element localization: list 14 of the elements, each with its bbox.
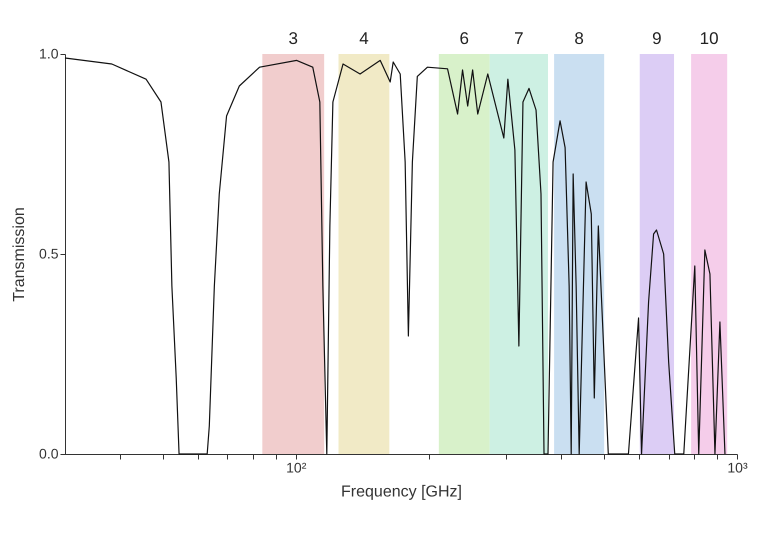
- y-tick-label: 0.5: [39, 246, 59, 262]
- band-label: 10: [700, 29, 719, 48]
- y-tick-label: 0.0: [39, 446, 59, 462]
- x-tick-label: 10³: [727, 460, 748, 476]
- band-label: 4: [359, 29, 369, 48]
- y-tick-label: 1.0: [39, 46, 59, 62]
- band-label: 3: [288, 29, 298, 48]
- band-label: 7: [514, 29, 524, 48]
- band-label: 9: [652, 29, 662, 48]
- x-tick-label: 10²: [286, 460, 307, 476]
- x-axis-title: Frequency [GHz]: [341, 484, 462, 500]
- y-axis-title: Transmission: [11, 207, 28, 302]
- band-label: 6: [459, 29, 469, 48]
- band-label: 8: [574, 29, 584, 48]
